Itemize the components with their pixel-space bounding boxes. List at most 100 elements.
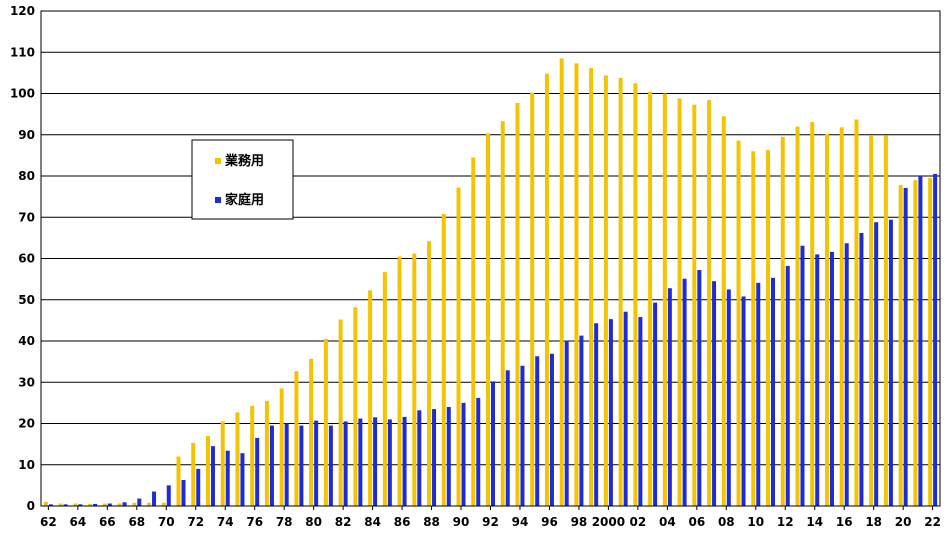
bar-katei <box>107 503 112 506</box>
bar-gyomu <box>824 133 829 507</box>
bar-katei <box>594 323 599 506</box>
bar-gyomu <box>854 119 859 507</box>
y-tick-label: 10 <box>18 458 35 472</box>
legend-label-gyomu: 業務用 <box>224 153 264 169</box>
bar-gyomu <box>264 400 269 506</box>
bar-gyomu <box>766 150 771 506</box>
bar-gyomu <box>382 272 387 506</box>
bar-katei <box>269 425 274 506</box>
y-tick-label: 0 <box>27 499 35 513</box>
x-tick-label: 66 <box>99 515 116 529</box>
x-tick-label: 2000 <box>592 515 625 529</box>
bar-katei <box>358 418 363 506</box>
y-tick-label: 100 <box>10 87 35 101</box>
x-tick-label: 78 <box>276 515 293 529</box>
bar-gyomu <box>736 140 741 506</box>
bar-gyomu <box>603 75 608 506</box>
bar-gyomu <box>250 405 255 506</box>
bar-katei <box>800 245 805 506</box>
x-tick-label: 12 <box>777 515 794 529</box>
legend-box <box>191 139 294 220</box>
bar-gyomu <box>677 98 682 506</box>
x-tick-label: 02 <box>630 515 647 529</box>
x-tick-label: 62 <box>40 515 57 529</box>
x-tick-label: 22 <box>924 515 941 529</box>
bar-gyomu <box>176 456 181 506</box>
bar-gyomu <box>633 83 638 506</box>
bar-gyomu <box>412 253 417 506</box>
bar-katei <box>888 219 893 506</box>
bar-katei <box>152 491 157 506</box>
bar-gyomu <box>279 388 284 506</box>
bar-katei <box>874 222 879 506</box>
bar-katei <box>844 243 849 507</box>
bar-gyomu <box>132 502 137 506</box>
bar-katei <box>726 289 731 506</box>
bar-katei <box>933 173 938 506</box>
x-tick-label: 84 <box>364 515 381 529</box>
y-tick-label: 90 <box>18 128 35 142</box>
x-tick-label: 68 <box>128 515 145 529</box>
x-axis-ticks: 62 64 66 68 70 72 74 76 78 80 82 84 86 88 90 92 94 96 98 20… <box>40 506 941 529</box>
bar-katei <box>491 381 495 506</box>
bar-katei <box>918 176 923 506</box>
bar-gyomu <box>751 151 756 506</box>
x-tick-label: 88 <box>423 515 440 529</box>
bar-gyomu <box>117 503 122 506</box>
bar-katei <box>653 302 658 506</box>
bar-katei <box>166 485 171 506</box>
y-tick-label: 80 <box>18 169 35 183</box>
bar-gyomu <box>721 116 726 506</box>
bar-gyomu <box>441 213 446 506</box>
bar-katei <box>520 365 525 506</box>
bar-katei <box>328 425 333 506</box>
legend: 業務用 家庭用 <box>191 139 294 220</box>
x-tick-label: 20 <box>895 515 912 529</box>
bar-gyomu <box>73 503 78 506</box>
bar-katei <box>741 296 746 506</box>
bar-gyomu <box>795 126 800 506</box>
y-tick-label: 30 <box>18 375 35 389</box>
bar-katei <box>284 423 289 506</box>
bar-katei <box>446 407 451 506</box>
bar-katei <box>667 288 672 506</box>
bar-gyomu <box>500 121 505 506</box>
x-tick-label: 72 <box>187 515 204 529</box>
bar-katei <box>785 265 790 506</box>
bar-gyomu <box>648 91 653 506</box>
bar-gyomu <box>235 412 240 506</box>
bar-gyomu <box>368 290 373 506</box>
bar-gyomu <box>544 73 549 506</box>
y-tick-label: 70 <box>18 210 35 224</box>
y-axis-ticks: 0 10 20 30 40 50 60 70 80 90 100 110 120 <box>10 4 35 513</box>
bar-gyomu <box>530 92 535 507</box>
legend-swatch-katei <box>215 197 221 203</box>
legend-swatch-gyomu <box>215 158 221 164</box>
y-tick-label: 40 <box>18 334 35 348</box>
x-tick-label: 80 <box>305 515 322 529</box>
bar-katei <box>756 282 761 506</box>
x-tick-label: 06 <box>688 515 705 529</box>
x-tick-label: 74 <box>217 515 234 529</box>
x-tick-label: 94 <box>512 515 529 529</box>
x-tick-label: 86 <box>394 515 411 529</box>
bar-gyomu <box>883 135 888 506</box>
bar-gyomu <box>471 157 476 506</box>
x-tick-label: 96 <box>541 515 558 529</box>
bar-katei <box>903 187 908 506</box>
bar-gyomu <box>309 358 314 506</box>
x-tick-label: 92 <box>482 515 499 529</box>
bar-gyomu <box>618 77 623 506</box>
bar-gyomu <box>205 435 210 506</box>
bar-katei <box>859 232 864 507</box>
bar-gyomu <box>559 58 564 506</box>
bar-katei <box>225 450 230 506</box>
bar-katei <box>93 503 98 506</box>
bar-katei <box>579 335 584 506</box>
bar-katei <box>564 340 569 506</box>
bar-katei <box>373 417 378 506</box>
bar-gyomu <box>810 121 815 507</box>
bar-katei <box>196 468 201 506</box>
bar-gyomu <box>294 371 299 506</box>
